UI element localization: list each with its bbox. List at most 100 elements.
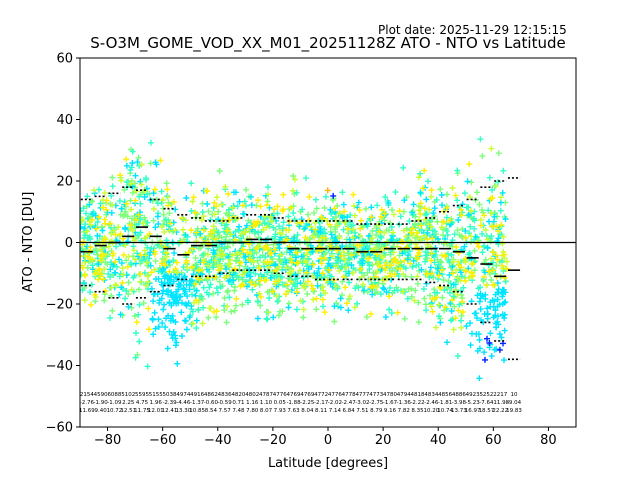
bin-stat-label: -5.23	[466, 400, 481, 406]
x-tick-label: −60	[149, 433, 176, 448]
bin-stat-label: 4820	[231, 392, 245, 398]
bin-stat-label: 4776	[273, 392, 287, 398]
bin-stat-label: 7.80	[246, 408, 259, 414]
bin-stat-label: -9.04	[507, 400, 522, 406]
y-tick-label: −60	[46, 421, 73, 436]
bin-stat-label: -1.90	[94, 400, 109, 406]
bin-stat-label: -2.25	[300, 400, 315, 406]
bin-stat-label: -2.17	[314, 400, 329, 406]
bin-stat-label: 4777	[355, 392, 369, 398]
bin-stat-label: 7.48	[232, 408, 245, 414]
bin-stat-label: 6.84	[343, 408, 356, 414]
bin-stat-label: 4780	[383, 392, 397, 398]
bin-stat-label: -1.67	[383, 400, 398, 406]
bin-stat-label: 8.04	[301, 408, 314, 414]
bin-stat-label: 12.41	[162, 408, 178, 414]
bin-statistics: 2154 -2.76 11.69 4590 -1.90 9.40 6088 -1.09 10.7…	[79, 392, 522, 414]
y-tick-label: 0	[65, 236, 73, 251]
bin-stat-label: 10.85	[189, 408, 205, 414]
bin-stat-label: 12.51	[120, 408, 136, 414]
bin-stat-label: 4772	[314, 392, 328, 398]
y-axis-label: ATO - NTO [DU]	[21, 192, 36, 293]
bin-stat-label: 8.54	[205, 408, 218, 414]
axes: −80 −60 −40 −20 0 20 40 60 80 −60 −40 −20 0 20 40 60	[46, 52, 557, 449]
bin-stat-label: 10.20	[423, 408, 439, 414]
bin-stat-label: -2.46	[424, 400, 439, 406]
bin-stat-label: -0.59	[218, 400, 233, 406]
bin-stat-label: 16.97	[465, 408, 481, 414]
bin-stat-label: 9.40	[95, 408, 108, 414]
y-tick-label: 20	[56, 175, 73, 190]
bin-stat-label: 2217	[493, 392, 507, 398]
plot-date: Plot date: 2025-11-29 12:15:15	[378, 23, 567, 37]
bin-stat-label: 4974	[176, 392, 190, 398]
bin-stat-label: -7.64	[479, 400, 494, 406]
bin-stat-label: 4794	[397, 392, 411, 398]
bin-stat-label: 4.75	[136, 400, 149, 406]
bin-stat-label: 8.07	[260, 408, 273, 414]
bin-stat-label: 6088	[107, 392, 121, 398]
bin-stat-label: 8.11	[315, 408, 327, 414]
y-tick-label: −40	[46, 359, 73, 374]
scatter-point-group	[80, 145, 510, 333]
bin-stat-label: 7.93	[274, 408, 287, 414]
bin-stat-label: 7.63	[287, 408, 300, 414]
bin-stat-label: 0.05	[274, 400, 287, 406]
x-tick-label: −20	[259, 433, 286, 448]
bin-stat-label: -2.75	[369, 400, 384, 406]
scatter-point-group	[330, 192, 506, 363]
mean-markers	[80, 177, 521, 361]
bin-stat-label: 8.79	[370, 408, 383, 414]
bin-stat-label: 11.75	[134, 408, 150, 414]
bin-stat-label: -2.47	[342, 400, 357, 406]
bin-stat-label: -1.88	[286, 400, 301, 406]
x-tick-label: −80	[94, 433, 121, 448]
bin-stat-label: 5252	[479, 392, 493, 398]
bin-stat-label: 9.16	[384, 408, 397, 414]
bin-stat-label: 5038	[163, 392, 177, 398]
bin-stat-label: 4802	[245, 392, 259, 398]
bin-stat-label: -1.09	[107, 400, 122, 406]
bin-stat-label: 5595	[135, 392, 149, 398]
bin-stat-label: 0.71	[232, 400, 244, 406]
bin-stat-label: 4916	[190, 392, 204, 398]
bin-stat-label: 13.30	[175, 408, 191, 414]
bin-stat-label: 1.10	[260, 400, 273, 406]
bin-stat-label: 5102	[121, 392, 135, 398]
bin-stat-label: 4769	[300, 392, 314, 398]
bin-stat-label: 22.22	[492, 408, 508, 414]
bin-stat-label: -3.02	[355, 400, 369, 406]
x-axis-label: Latitude [degrees]	[268, 456, 388, 471]
bin-stat-label: 7.51	[356, 408, 368, 414]
bin-stat-label: 7.57	[219, 408, 232, 414]
bin-stat-label: -2.02	[328, 400, 342, 406]
bin-stat-label: 8.35	[411, 408, 424, 414]
bin-stat-label: 18.57	[479, 408, 495, 414]
bin-stat-label: 4834	[424, 392, 438, 398]
bin-stat-label: 4778	[342, 392, 356, 398]
y-tick-label: −20	[46, 298, 73, 313]
bin-stat-label: 10.74	[437, 408, 453, 414]
bin-stat-label: 19.83	[506, 408, 522, 414]
bin-stat-label: 4776	[328, 392, 342, 398]
bin-stat-label: 4856	[438, 392, 452, 398]
bin-stat-label: 4773	[369, 392, 383, 398]
bin-stat-label: -2.22	[410, 400, 424, 406]
bin-stat-label: 5155	[149, 392, 163, 398]
bin-stat-label: 2154	[80, 392, 94, 398]
scatter-points	[80, 136, 510, 382]
chart-title: S-O3M_GOME_VOD_XX_M01_20251128Z ATO - NT…	[90, 34, 566, 52]
x-tick-label: 0	[324, 433, 332, 448]
x-tick-label: 80	[540, 433, 557, 448]
bin-stat-label: 4787	[259, 392, 273, 398]
bin-stat-label: 1.16	[246, 400, 259, 406]
bin-stat-label: 2.25	[122, 400, 135, 406]
x-tick-label: 60	[485, 433, 502, 448]
bin-stat-label: -11.98	[491, 400, 509, 406]
bin-stat-label: -1.36	[397, 400, 412, 406]
y-tick-label: 40	[56, 113, 73, 128]
bin-stat-label: 4769	[287, 392, 301, 398]
bin-stat-label: 11.69	[79, 408, 95, 414]
y-tick-label: 60	[56, 52, 73, 67]
